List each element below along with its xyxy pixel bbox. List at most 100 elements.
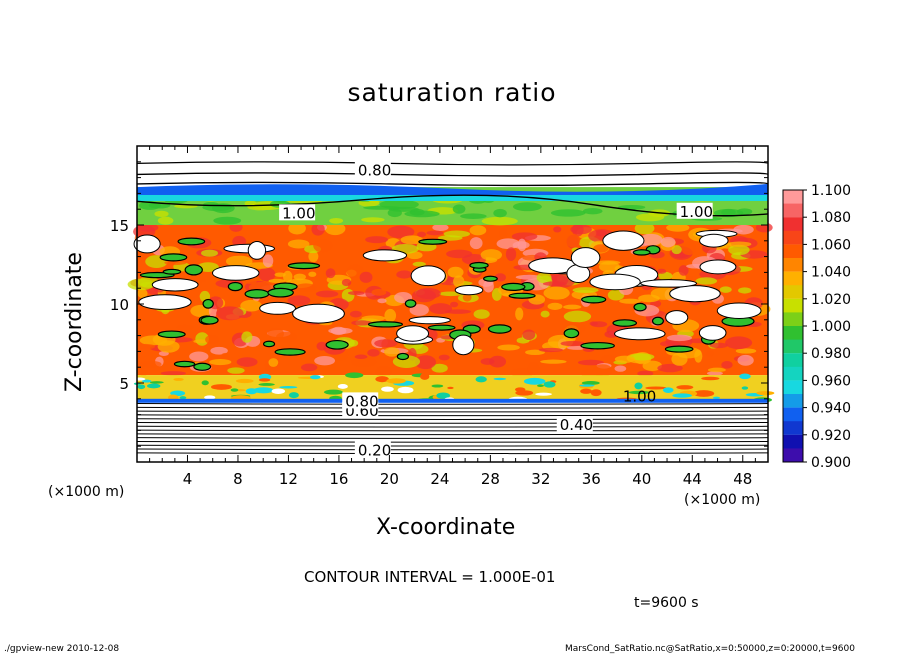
heatmap-cell xyxy=(359,271,373,283)
heatmap-cell xyxy=(538,347,564,353)
contour-1.00-patch xyxy=(469,261,489,269)
heatmap-cell xyxy=(176,324,194,331)
contour-1.00-patch xyxy=(184,264,203,276)
heatmap-cell xyxy=(713,396,720,400)
x-tick-label: 48 xyxy=(733,470,752,488)
heatmap-cell xyxy=(211,384,232,390)
contour-line xyxy=(136,181,769,187)
heatmap-cell xyxy=(656,268,667,274)
heatmap-cell xyxy=(227,367,245,374)
heatmap-cell xyxy=(659,340,681,347)
heatmap-cell xyxy=(737,354,754,366)
heatmap-cell xyxy=(678,265,689,276)
contour-1.00-patch xyxy=(633,302,647,312)
contour-1.00-patch xyxy=(580,341,615,350)
contour-1.00-patch xyxy=(244,289,270,299)
heatmap-cell xyxy=(657,363,683,373)
heatmap-cell xyxy=(213,216,242,225)
heatmap-cell xyxy=(542,281,567,287)
heatmap-cell xyxy=(515,274,543,280)
heatmap-cell xyxy=(308,250,319,263)
heatmap-cell xyxy=(582,207,603,215)
heatmap-cell xyxy=(429,303,453,315)
contour-1.00-patch xyxy=(193,362,212,371)
heatmap-cell xyxy=(550,209,586,217)
contour-label-bg xyxy=(354,441,391,458)
colorbar-label: 1.060 xyxy=(811,237,851,253)
heatmap-cell xyxy=(205,334,220,345)
heatmap-cell xyxy=(660,236,676,248)
saturation-max-patch xyxy=(396,325,430,342)
heatmap-cell xyxy=(535,392,552,396)
colorbar-segment xyxy=(783,394,803,408)
colorbar-segment xyxy=(783,285,803,299)
heatmap-cell xyxy=(460,213,487,219)
contour-label: 1.00 xyxy=(680,203,713,221)
heatmap-cell xyxy=(589,321,598,326)
heatmap-cell xyxy=(707,367,726,373)
colorbar-label: 1.080 xyxy=(811,210,851,226)
heatmap-cell xyxy=(522,329,536,341)
colorbar-segment xyxy=(783,366,803,381)
contour-label: 0.40 xyxy=(560,416,593,434)
heatmap-cell xyxy=(417,231,427,238)
heatmap-cell xyxy=(672,393,692,398)
heatmap-cell xyxy=(547,302,563,310)
heatmap-cell xyxy=(515,307,524,321)
saturation-max-patch xyxy=(699,233,729,248)
heatmap-cell xyxy=(709,342,728,349)
saturation-max-patch xyxy=(151,278,199,292)
contour-1.00-patch xyxy=(159,253,188,262)
heatmap-cell xyxy=(512,202,542,212)
heatmap-cell xyxy=(216,306,244,321)
contour-1.00-patch xyxy=(487,324,512,334)
colorbar-label: 0.940 xyxy=(811,401,851,417)
chart-title: saturation ratio xyxy=(347,78,557,107)
contour-label-bg xyxy=(342,392,379,409)
heatmap-cell xyxy=(426,230,444,236)
saturation-max-patch xyxy=(570,247,601,268)
heatmap-cell xyxy=(499,228,508,240)
heatmap-cell xyxy=(462,293,472,302)
heatmap-cell xyxy=(240,299,262,312)
heatmap-cell xyxy=(443,230,471,238)
heatmap-cell xyxy=(619,298,641,304)
contour-label-bg xyxy=(676,202,713,219)
heatmap-cell xyxy=(560,340,585,347)
heatmap-cell xyxy=(371,288,387,296)
heatmap-cell xyxy=(138,369,149,376)
heatmap-cell xyxy=(642,360,662,372)
saturation-max-patch xyxy=(665,310,689,325)
contour-1.00-patch xyxy=(651,316,664,326)
contour-1.00-patch xyxy=(202,298,214,309)
heatmap-cell xyxy=(445,260,469,265)
heatmap-cell xyxy=(136,343,155,350)
contour-label: 1.00 xyxy=(623,388,656,406)
heatmap-cell xyxy=(137,288,148,299)
z-tick-label: 5 xyxy=(119,375,129,393)
x-axis-label: X-coordinate xyxy=(376,515,516,540)
heatmap-cell xyxy=(701,376,720,381)
saturation-max-patch xyxy=(699,259,737,275)
heatmap-cell xyxy=(268,278,286,284)
heatmap-cell xyxy=(517,238,527,252)
contour-1.00-patch xyxy=(563,328,580,339)
heatmap-cell xyxy=(662,387,674,393)
contour-line xyxy=(136,406,769,409)
heatmap-cell xyxy=(367,349,380,357)
contour-line xyxy=(136,161,769,166)
heatmap-cell xyxy=(160,371,187,376)
heatmap-cell xyxy=(157,216,174,225)
heatmap-cell xyxy=(154,210,169,217)
cyan-band-top xyxy=(137,194,768,201)
contour-line xyxy=(136,418,769,420)
heatmap-cell xyxy=(361,217,385,223)
x-tick-label: 20 xyxy=(380,470,399,488)
x-unit-left: (×1000 m) xyxy=(48,484,125,500)
heatmap-cell xyxy=(496,238,520,250)
heatmap-cell xyxy=(628,390,650,395)
x-tick-label: 4 xyxy=(183,470,193,488)
heatmap-cell xyxy=(300,363,318,372)
contour-1.00-patch xyxy=(632,249,651,256)
contour-1.00-patch xyxy=(227,281,243,292)
